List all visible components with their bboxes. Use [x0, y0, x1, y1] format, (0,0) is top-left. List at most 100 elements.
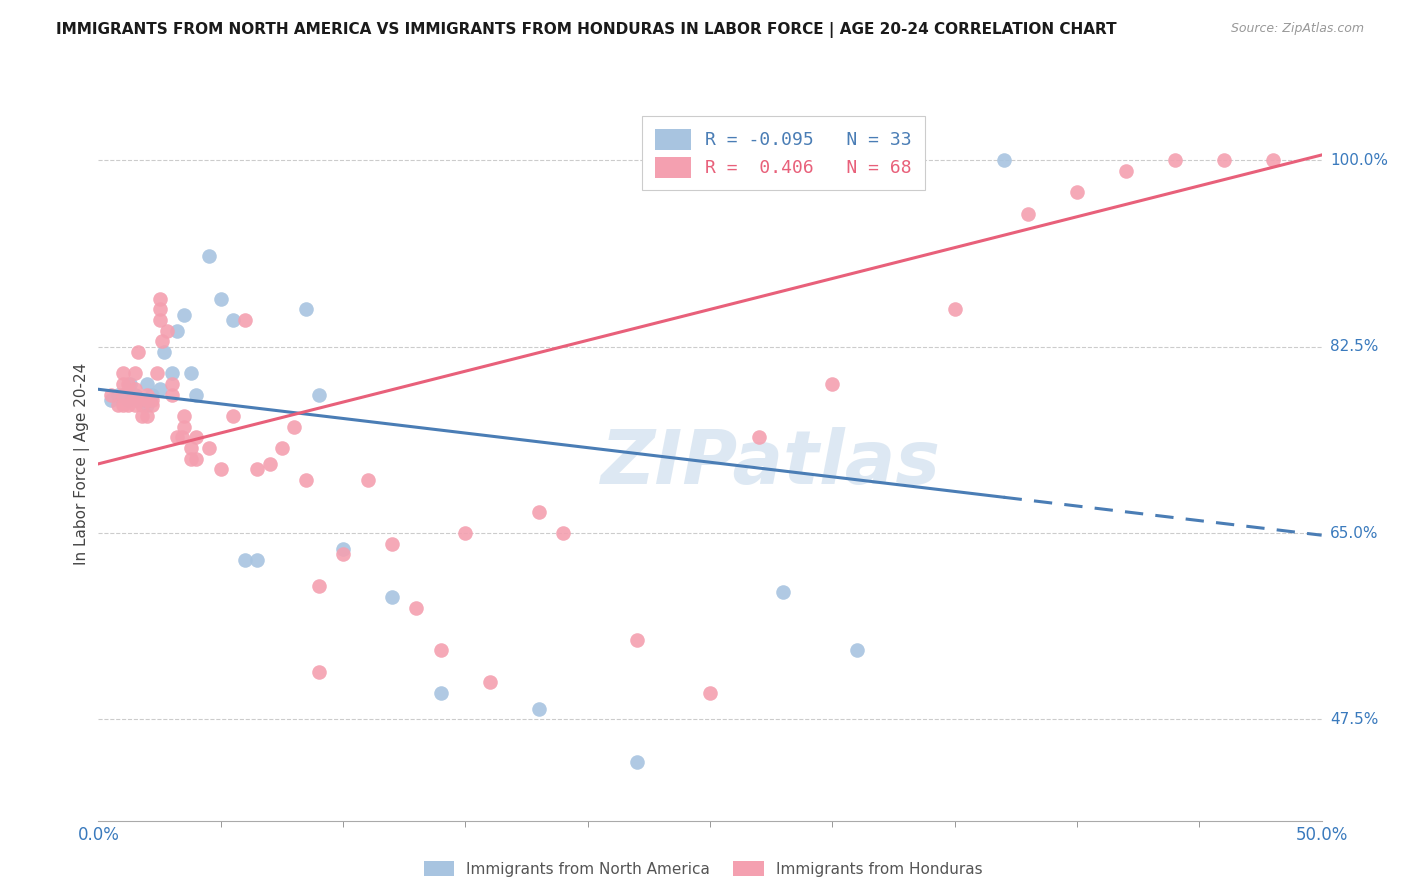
Point	[141, 392, 163, 407]
Point	[626, 632, 648, 647]
Point	[233, 552, 256, 566]
Y-axis label: In Labor Force | Age 20-24: In Labor Force | Age 20-24	[75, 363, 90, 565]
Point	[1261, 153, 1284, 168]
Point	[626, 755, 648, 769]
Point	[141, 387, 163, 401]
Point	[430, 643, 453, 657]
Text: 100.0%: 100.0%	[1330, 153, 1388, 168]
Point	[149, 292, 172, 306]
Point	[149, 302, 172, 317]
Point	[356, 473, 378, 487]
Point	[117, 392, 139, 407]
Point	[180, 367, 202, 381]
Point	[295, 302, 318, 317]
Point	[186, 387, 208, 401]
Text: ZIPatlas: ZIPatlas	[602, 427, 941, 500]
Point	[270, 441, 294, 455]
Point	[131, 398, 153, 412]
Point	[160, 376, 183, 391]
Text: 47.5%: 47.5%	[1330, 712, 1378, 727]
Point	[430, 686, 453, 700]
Point	[308, 387, 330, 401]
Point	[748, 430, 770, 444]
Point	[772, 584, 794, 599]
Point	[478, 675, 501, 690]
Point	[127, 345, 149, 359]
Point	[100, 392, 122, 407]
Point	[156, 324, 179, 338]
Text: 82.5%: 82.5%	[1330, 339, 1378, 354]
Point	[136, 398, 159, 412]
Point	[111, 387, 134, 401]
Point	[131, 409, 153, 423]
Point	[120, 376, 142, 391]
Point	[160, 367, 183, 381]
Point	[136, 392, 159, 407]
Point	[283, 419, 305, 434]
Point	[405, 600, 427, 615]
Point	[381, 537, 404, 551]
Legend: R = -0.095   N = 33, R =  0.406   N = 68: R = -0.095 N = 33, R = 0.406 N = 68	[643, 116, 925, 190]
Point	[136, 409, 159, 423]
Point	[222, 409, 245, 423]
Point	[100, 387, 122, 401]
Point	[166, 430, 188, 444]
Point	[454, 526, 477, 541]
Point	[111, 398, 134, 412]
Point	[186, 430, 208, 444]
Point	[136, 376, 159, 391]
Point	[332, 547, 354, 561]
Point	[111, 376, 134, 391]
Point	[173, 409, 195, 423]
Point	[173, 419, 195, 434]
Point	[233, 313, 256, 327]
Point	[149, 313, 172, 327]
Point	[295, 473, 318, 487]
Point	[111, 367, 134, 381]
Point	[1066, 186, 1088, 200]
Point	[141, 398, 163, 412]
Point	[127, 392, 149, 407]
Point	[197, 249, 219, 263]
Text: IMMIGRANTS FROM NORTH AMERICA VS IMMIGRANTS FROM HONDURAS IN LABOR FORCE | AGE 2: IMMIGRANTS FROM NORTH AMERICA VS IMMIGRA…	[56, 22, 1116, 38]
Point	[170, 430, 193, 444]
Point	[160, 387, 183, 401]
Point	[943, 302, 966, 317]
Point	[166, 324, 188, 338]
Point	[150, 334, 173, 349]
Point	[124, 392, 146, 407]
Point	[124, 382, 146, 396]
Point	[1115, 164, 1137, 178]
Point	[381, 590, 404, 604]
Point	[124, 387, 146, 401]
Point	[111, 387, 134, 401]
Point	[993, 153, 1015, 168]
Point	[124, 398, 146, 412]
Point	[131, 392, 153, 407]
Point	[222, 313, 245, 327]
Point	[136, 387, 159, 401]
Point	[107, 398, 129, 412]
Legend: Immigrants from North America, Immigrants from Honduras: Immigrants from North America, Immigrant…	[416, 853, 990, 884]
Point	[146, 367, 169, 381]
Point	[180, 441, 202, 455]
Point	[553, 526, 575, 541]
Point	[332, 542, 354, 557]
Point	[209, 292, 232, 306]
Point	[121, 392, 143, 407]
Text: Source: ZipAtlas.com: Source: ZipAtlas.com	[1230, 22, 1364, 36]
Point	[209, 462, 232, 476]
Point	[527, 702, 550, 716]
Point	[173, 308, 195, 322]
Point	[1164, 153, 1187, 168]
Point	[124, 367, 146, 381]
Point	[246, 552, 269, 566]
Text: 65.0%: 65.0%	[1330, 525, 1378, 541]
Point	[153, 345, 176, 359]
Point	[699, 686, 721, 700]
Point	[186, 451, 208, 466]
Point	[308, 579, 330, 593]
Point	[527, 505, 550, 519]
Point	[107, 387, 129, 401]
Point	[117, 398, 139, 412]
